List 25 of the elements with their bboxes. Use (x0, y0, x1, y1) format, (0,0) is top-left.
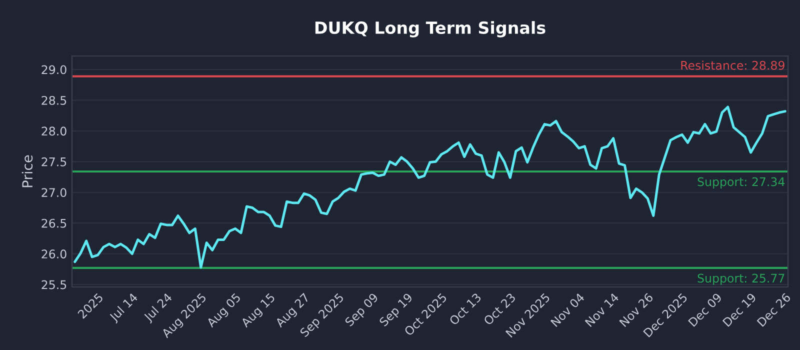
x-tick-label: Oct 13 (448, 292, 482, 326)
y-tick-label: 26.5 (42, 218, 66, 228)
y-tick-label: 26.0 (42, 250, 66, 258)
line-series (74, 106, 786, 269)
ref-line-label: Resistance: 28.89 (681, 60, 784, 70)
y-tick-label: 28.5 (42, 96, 66, 105)
x-tick-label: Oct 23 (483, 292, 516, 326)
x-tick-label: Nov 14 (584, 292, 620, 328)
y-tick-label: 28.0 (42, 126, 66, 136)
y-axis-title: Price (22, 155, 33, 188)
x-tick-label: Dec 19 (722, 292, 757, 327)
y-tick-label: 27.0 (42, 188, 66, 198)
y-tick-label: 27.5 (42, 157, 66, 166)
x-tick-label: Dec 09 (688, 292, 722, 327)
x-tick-label: Dec 26 (756, 292, 792, 327)
ref-line-label: Support: 27.34 (698, 177, 785, 188)
y-tick-label: 25.5 (42, 280, 66, 290)
x-tick-label: Jul 24 (142, 292, 174, 324)
chart-title: DUKQ Long Term Signals (315, 21, 546, 38)
x-tick-label: Jul 14 (108, 292, 140, 324)
x-tick-label: Nov 04 (550, 292, 585, 328)
x-tick-label: Aug 15 (240, 292, 277, 330)
ref-line-label: Support: 25.77 (698, 274, 784, 285)
y-tick-label: 29.0 (42, 65, 66, 74)
x-tick-label: Sep 09 (344, 292, 380, 328)
